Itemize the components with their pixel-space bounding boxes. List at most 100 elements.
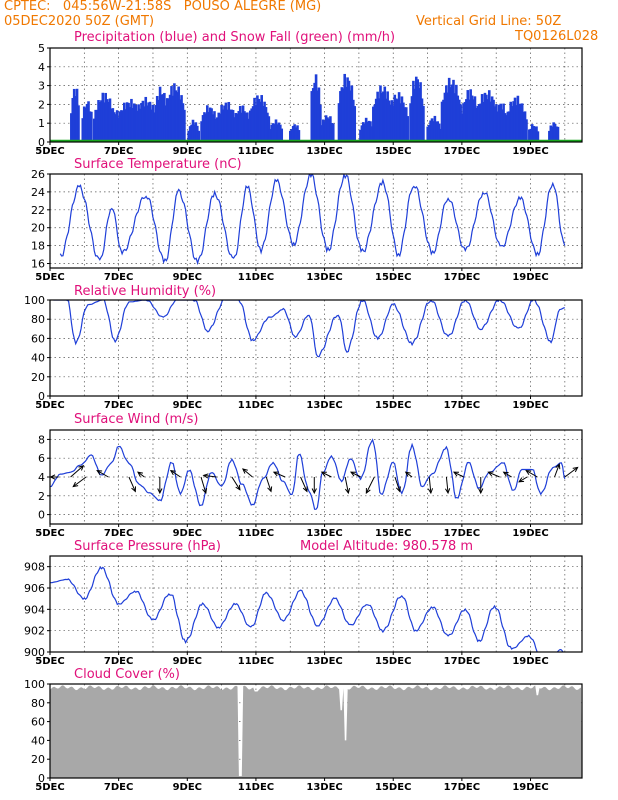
precip-bar xyxy=(254,104,258,142)
precip-bar xyxy=(137,104,140,142)
precip-bar xyxy=(253,97,256,142)
precip-bar xyxy=(482,101,485,142)
precip-bar xyxy=(94,109,97,142)
precip-bar xyxy=(118,111,122,142)
precip-bar xyxy=(320,125,324,142)
precip-bar xyxy=(344,86,348,142)
precip-bar xyxy=(376,91,379,142)
precip-bar xyxy=(236,113,239,142)
precip-bar xyxy=(530,124,534,142)
precip-bar xyxy=(276,124,279,142)
precip-bar xyxy=(138,108,142,142)
x-tick-label: 11DEC xyxy=(238,782,274,793)
y-tick-label: 60 xyxy=(31,716,45,729)
precip-bar xyxy=(108,98,112,142)
precip-bar xyxy=(522,111,525,142)
wind-arrow-head xyxy=(137,471,143,477)
precip-bar xyxy=(87,101,90,142)
x-tick-label: 19DEC xyxy=(512,782,548,793)
y-tick-label: 1 xyxy=(38,117,45,130)
wind-arrow-head xyxy=(320,471,327,477)
wind-line xyxy=(50,438,566,510)
precip-bar xyxy=(439,128,442,142)
precip-bar xyxy=(154,105,158,142)
precip-bar xyxy=(263,101,266,142)
precip-bar xyxy=(101,92,105,142)
precip-bar xyxy=(102,102,106,142)
panel-wind: 0 2 4 6 8 5DEC 7DEC 9DEC 11DEC 13DEC 15DEC 17DEC 19D… xyxy=(35,412,583,539)
y-tick-label: 3 xyxy=(38,80,45,93)
x-tick-label: 7DEC xyxy=(104,400,133,411)
precip-bar xyxy=(81,118,85,142)
x-tick-label: 5DEC xyxy=(35,272,64,283)
precip-bar xyxy=(462,103,465,142)
x-tick-label: 7DEC xyxy=(104,146,133,157)
precip-bar xyxy=(148,101,152,142)
precip-bar xyxy=(247,118,251,142)
precip-bar xyxy=(399,103,402,142)
precip-bar xyxy=(297,130,301,142)
wind-arrow xyxy=(321,471,332,478)
x-tick-label: 15DEC xyxy=(375,782,411,793)
precip-bar xyxy=(72,88,76,142)
x-tick-label: 13DEC xyxy=(306,528,342,539)
precip-bar xyxy=(479,103,482,142)
precip-bar xyxy=(141,100,145,142)
y-tick-label: 40 xyxy=(31,352,45,365)
precip-bar xyxy=(419,82,422,142)
precip-bar xyxy=(144,96,148,142)
precip-bar xyxy=(178,99,182,142)
pressure-title: Surface Pressure (hPa) xyxy=(74,539,221,554)
precip-bar xyxy=(536,131,540,142)
precip-bar xyxy=(406,116,409,142)
precip-bar xyxy=(433,115,437,142)
precip-bar xyxy=(224,102,228,142)
precip-bar xyxy=(470,95,474,142)
precip-bar xyxy=(110,108,113,142)
panel-humidity: 0 20 40 60 80 100 5DEC 7DEC 9DEC 11DEC 13DEC 15DEC 1… xyxy=(24,284,583,411)
wind-arrow-head xyxy=(404,471,411,477)
precip-bar xyxy=(457,99,461,142)
precip-bar xyxy=(84,107,87,142)
x-tick-label: 19DEC xyxy=(512,656,548,667)
x-tick-label: 7DEC xyxy=(104,782,133,793)
panel-frame xyxy=(49,47,583,143)
precip-bar xyxy=(393,94,397,142)
precip-bar xyxy=(553,123,557,142)
precip-bar xyxy=(510,106,514,142)
precip-bar xyxy=(153,112,156,142)
precip-bar xyxy=(187,130,191,142)
precip-bar xyxy=(104,92,107,142)
precip-bar xyxy=(273,124,276,142)
wind-arrow-head xyxy=(365,487,371,495)
precip-bar xyxy=(200,121,203,142)
wind-arrow xyxy=(72,476,87,488)
precip-bar xyxy=(496,111,500,142)
wind-arrow-head xyxy=(518,477,525,483)
precip-bar xyxy=(392,105,395,142)
precip-bar xyxy=(351,99,355,142)
precip-bar xyxy=(311,88,315,142)
x-tick-label: 15DEC xyxy=(375,400,411,411)
wind-arrow-head xyxy=(487,471,494,477)
precip-bar xyxy=(529,128,533,142)
precip-bar xyxy=(435,121,438,142)
precip-bar xyxy=(323,121,326,142)
precip-bar xyxy=(231,109,235,142)
x-tick-label: 7DEC xyxy=(104,656,133,667)
precip-bar xyxy=(469,89,472,142)
precip-bar xyxy=(520,103,524,142)
precip-bar xyxy=(508,111,511,142)
wind-arrow-head xyxy=(349,471,357,477)
y-tick-label: 4 xyxy=(38,471,45,484)
x-tick-label: 17DEC xyxy=(444,400,480,411)
plot-area xyxy=(50,566,564,652)
precip-bar xyxy=(329,116,332,142)
precip-bar xyxy=(82,106,86,142)
wind-arrow-head xyxy=(344,488,351,495)
y-tick-label: 900 xyxy=(24,646,45,659)
precip-bar xyxy=(548,130,551,142)
wind-arrow xyxy=(428,476,432,494)
precip-bar xyxy=(353,106,357,142)
precip-bar xyxy=(210,108,213,142)
